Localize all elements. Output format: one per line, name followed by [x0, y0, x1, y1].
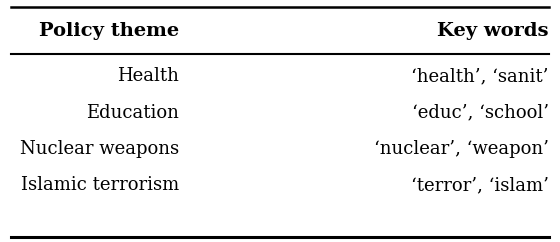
Text: ‘terror’, ‘islam’: ‘terror’, ‘islam’ [411, 176, 549, 194]
Text: Key words: Key words [437, 23, 549, 40]
Text: ‘health’, ‘sanit’: ‘health’, ‘sanit’ [411, 67, 549, 85]
Text: ‘nuclear’, ‘weapon’: ‘nuclear’, ‘weapon’ [374, 140, 549, 158]
Text: Islamic terrorism: Islamic terrorism [21, 176, 179, 194]
Text: Policy theme: Policy theme [39, 23, 179, 40]
Text: Health: Health [118, 67, 179, 85]
Text: Education: Education [86, 104, 179, 121]
Text: Nuclear weapons: Nuclear weapons [20, 140, 179, 158]
Text: ‘educ’, ‘school’: ‘educ’, ‘school’ [412, 104, 549, 121]
